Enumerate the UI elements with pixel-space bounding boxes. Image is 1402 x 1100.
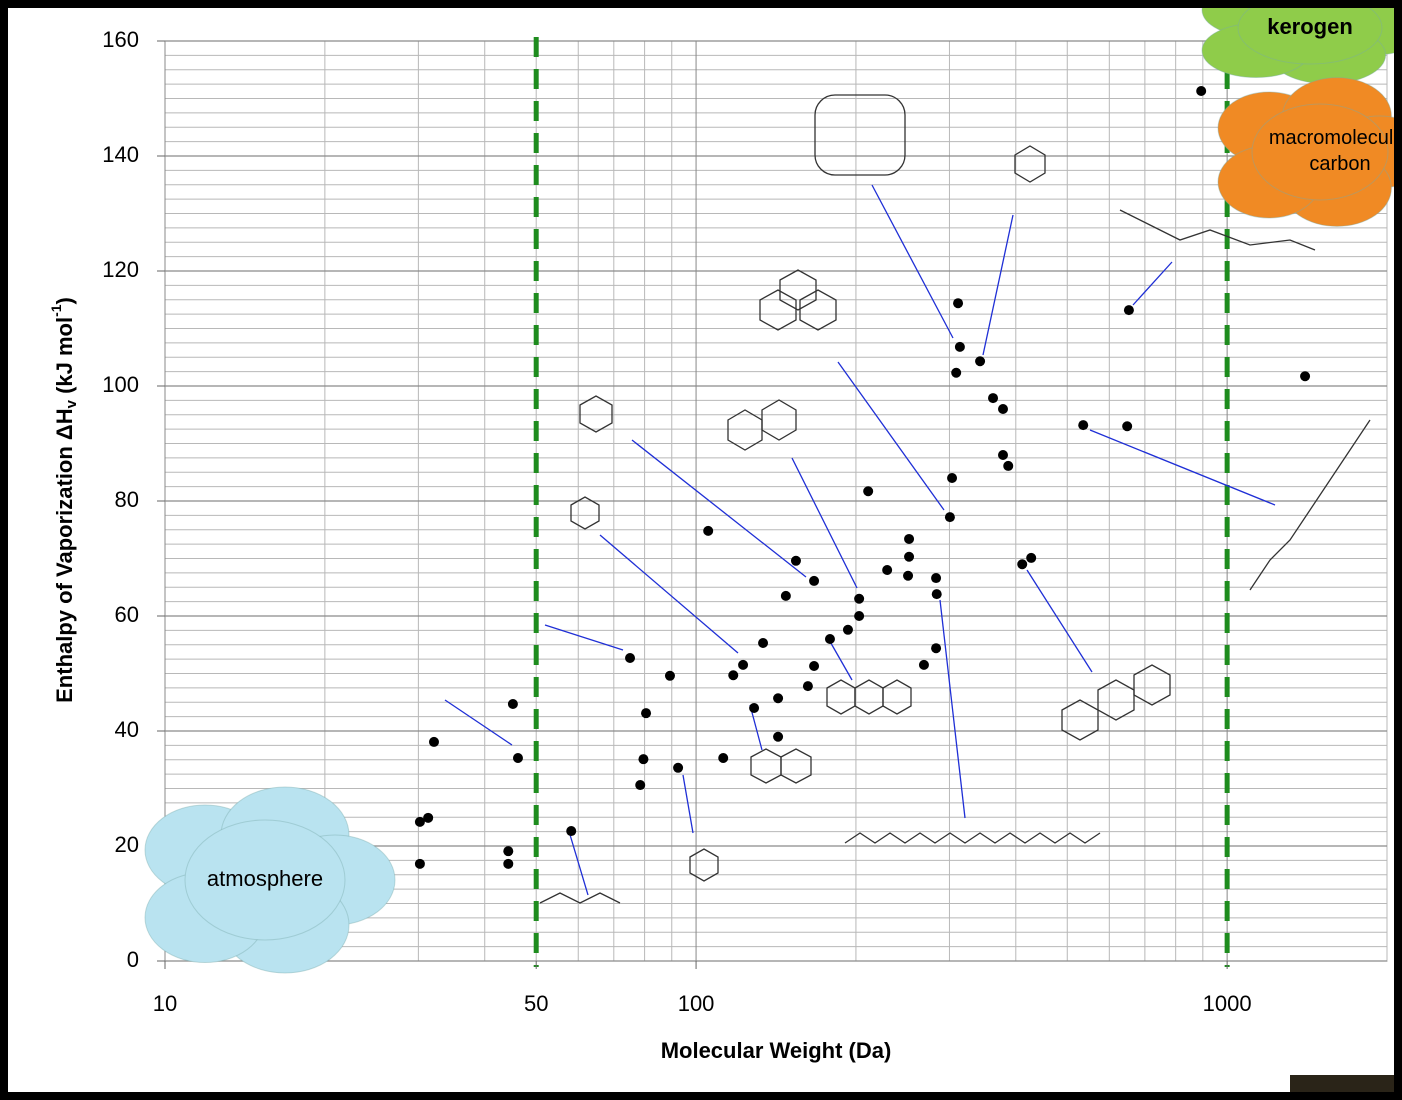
cloud-lobe [1252, 104, 1388, 200]
point [781, 591, 791, 601]
point [951, 368, 961, 378]
point [566, 826, 576, 836]
region-label: atmosphere [207, 866, 323, 891]
point [947, 473, 957, 483]
point [904, 534, 914, 544]
point [903, 571, 913, 581]
point [931, 643, 941, 653]
point [773, 693, 783, 703]
point [513, 753, 523, 763]
point [955, 342, 965, 352]
x-tick-label: 100 [678, 991, 715, 1016]
grid [165, 41, 1387, 961]
point [931, 573, 941, 583]
y-tick-label: 0 [127, 947, 139, 972]
point [738, 660, 748, 670]
point [1026, 553, 1036, 563]
y-tick-label: 160 [102, 27, 139, 52]
point [953, 298, 963, 308]
x-tick-label: 1000 [1203, 991, 1252, 1016]
y-axis-title: Enthalpy of Vaporization ΔHv (kJ mol-1) [48, 297, 80, 703]
point [1122, 421, 1132, 431]
point [1017, 559, 1027, 569]
point [718, 753, 728, 763]
point [863, 486, 873, 496]
point [882, 565, 892, 575]
point [1300, 371, 1310, 381]
point [415, 859, 425, 869]
point [998, 404, 1008, 414]
point [854, 611, 864, 621]
y-tick-label: 20 [115, 832, 139, 857]
y-tick-label: 60 [115, 602, 139, 627]
point [638, 754, 648, 764]
point [508, 699, 518, 709]
point [945, 512, 955, 522]
point [641, 708, 651, 718]
point [773, 732, 783, 742]
point [673, 763, 683, 773]
point [635, 780, 645, 790]
point [1078, 420, 1088, 430]
y-axis-title-part: -1 [48, 304, 64, 317]
x-tick-label: 10 [153, 991, 177, 1016]
point [665, 671, 675, 681]
point [503, 846, 513, 856]
point [975, 356, 985, 366]
x-tick-label: 50 [524, 991, 548, 1016]
x-axis-title: Molecular Weight (Da) [661, 1038, 892, 1063]
y-axis-title-part: Enthalpy of Vaporization ΔH [52, 408, 77, 703]
point [728, 670, 738, 680]
point [809, 576, 819, 586]
point [825, 634, 835, 644]
y-tick-label: 120 [102, 257, 139, 282]
chart: 0 20 40 60 80 100 120 140 160 10 50 100 1000 atmosph… [0, 0, 1402, 1100]
y-tick-label: 100 [102, 372, 139, 397]
point [854, 594, 864, 604]
point [843, 625, 853, 635]
point [758, 638, 768, 648]
point [749, 703, 759, 713]
y-tick-label: 140 [102, 142, 139, 167]
point [1003, 461, 1013, 471]
region-cloud: kerogen [1202, 0, 1402, 84]
point [809, 661, 819, 671]
point [703, 526, 713, 536]
y-tick-label: 80 [115, 487, 139, 512]
point [919, 660, 929, 670]
y-tick-label: 40 [115, 717, 139, 742]
point [791, 556, 801, 566]
y-axis-title-part: ) [52, 297, 77, 304]
point [625, 653, 635, 663]
point [423, 813, 433, 823]
point [803, 681, 813, 691]
region-label: kerogen [1267, 14, 1353, 39]
point [429, 737, 439, 747]
y-axis-title-part: (kJ mol [52, 317, 77, 400]
point [932, 589, 942, 599]
point [904, 552, 914, 562]
point [998, 450, 1008, 460]
point [1124, 305, 1134, 315]
point [988, 393, 998, 403]
point [503, 859, 513, 869]
point [1196, 86, 1206, 96]
